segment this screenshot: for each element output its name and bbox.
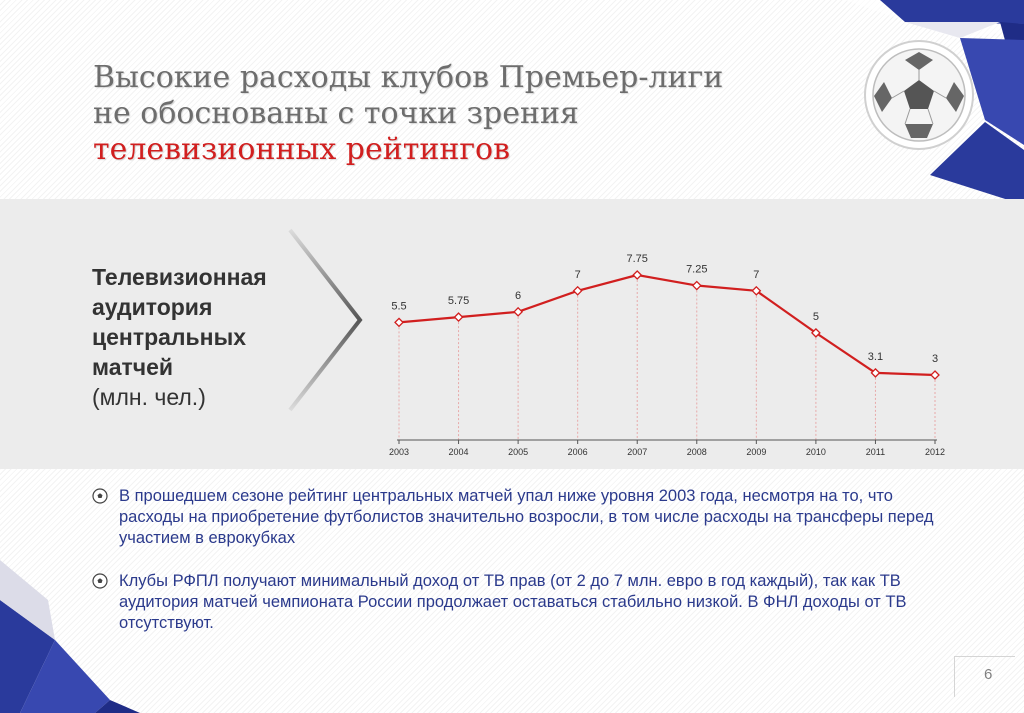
chevron-right-icon <box>288 228 363 412</box>
data-label: 6 <box>515 290 521 302</box>
data-label: 7.75 <box>627 253 648 265</box>
x-tick-label: 2010 <box>806 447 826 457</box>
x-tick-label: 2004 <box>449 447 469 457</box>
soccer-ball-icon <box>92 488 108 504</box>
data-label: 7.25 <box>686 264 707 276</box>
series-line-path <box>398 273 936 377</box>
title-line-3: телевизионных рейтингов <box>93 132 510 167</box>
tick-labels: 2003 2004 2005 2006 2007 2008 2009 2010 2011 2012 <box>389 447 945 457</box>
chart-description-unit: (млн. чел.) <box>92 384 206 410</box>
page-number-box <box>954 656 1015 697</box>
data-label: 3 <box>932 353 938 365</box>
page-title: Высокие расходы клубов Премьер-лиги не о… <box>93 60 813 168</box>
title-line-2: не обоснованы с точки зрения <box>93 96 579 131</box>
data-labels: 5.5 5.75 6 7 7.75 7.25 7 5 3.1 3 <box>391 253 938 365</box>
x-axis <box>397 439 937 444</box>
x-tick-label: 2005 <box>508 447 528 457</box>
page-number: 6 <box>984 666 993 683</box>
data-point <box>453 312 464 323</box>
data-label: 7 <box>575 269 581 281</box>
data-point <box>810 327 821 338</box>
bullet-text: Клубы РФПЛ получают минимальный доход от… <box>119 572 907 632</box>
data-label: 5.5 <box>391 300 406 312</box>
x-tick-label: 2007 <box>627 447 647 457</box>
data-point <box>394 317 404 328</box>
bullet-item: Клубы РФПЛ получают минимальный доход от… <box>92 571 962 634</box>
bullet-list: В прошедшем сезоне рейтинг центральных м… <box>92 486 962 656</box>
series-line <box>398 273 936 377</box>
x-tick-label: 2012 <box>925 447 945 457</box>
soccer-ball-icon <box>92 573 108 589</box>
data-label: 3.1 <box>868 351 883 363</box>
data-point <box>751 285 762 296</box>
x-tick-label: 2011 <box>866 447 885 457</box>
x-tick-label: 2009 <box>746 447 766 457</box>
data-label: 5 <box>813 311 819 323</box>
bullet-text: В прошедшем сезоне рейтинг центральных м… <box>119 487 934 547</box>
bullet-item: В прошедшем сезоне рейтинг центральных м… <box>92 486 962 549</box>
data-point <box>632 270 643 280</box>
data-label: 5.75 <box>448 295 469 307</box>
chart-description: Телевизионная аудитория центральных матч… <box>92 262 312 412</box>
x-tick-label: 2008 <box>687 447 707 457</box>
drop-lines <box>398 280 936 440</box>
x-tick-label: 2006 <box>568 447 588 457</box>
data-label: 7 <box>753 269 759 281</box>
data-point <box>572 285 583 296</box>
data-points <box>394 270 940 380</box>
data-point <box>930 370 940 380</box>
chart-description-title: Телевизионная аудитория центральных матч… <box>92 264 267 380</box>
data-point <box>691 280 702 291</box>
data-point <box>870 367 881 378</box>
x-tick-label: 2003 <box>389 447 409 457</box>
title-line-1: Высокие расходы клубов Премьер-лиги <box>93 60 724 95</box>
chart-band <box>0 199 1024 469</box>
data-point <box>513 306 524 317</box>
